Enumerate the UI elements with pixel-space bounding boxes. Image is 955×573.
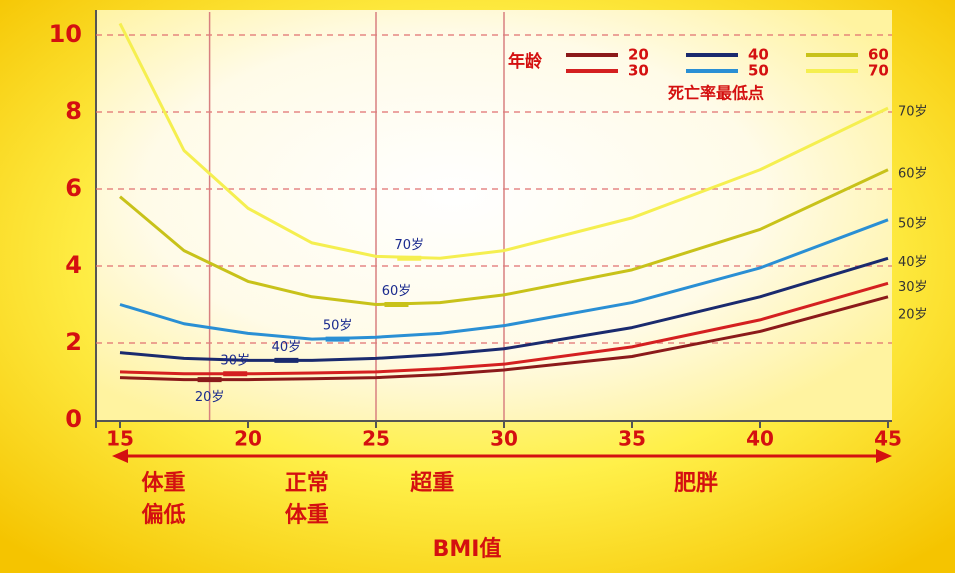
- legend-label: 50: [748, 62, 769, 80]
- arrow-head: [112, 449, 128, 463]
- y-tick-label: 8: [65, 97, 82, 125]
- end-label: 40岁: [898, 255, 928, 270]
- end-label: 60岁: [898, 166, 928, 181]
- arrow-head: [876, 449, 892, 463]
- y-tick-label: 0: [65, 405, 82, 433]
- legend-label: 60: [868, 46, 889, 64]
- zone-label: 超重: [410, 471, 454, 496]
- end-label: 70岁: [898, 105, 928, 120]
- legend-label: 40: [748, 46, 769, 64]
- zone-label: 偏低: [142, 502, 186, 528]
- y-tick-label: 6: [65, 174, 82, 202]
- series-line: [119, 218, 889, 341]
- x-tick-label: 45: [874, 427, 902, 451]
- x-tick-label: 15: [106, 427, 134, 451]
- series-line: [119, 256, 889, 362]
- legend-label: 20: [628, 46, 649, 64]
- minimum-label: 40岁: [272, 340, 302, 355]
- x-tick-label: 25: [362, 427, 390, 451]
- minima-title: 死亡率最低点: [668, 84, 764, 103]
- end-label: 50岁: [898, 216, 928, 231]
- end-label: 30岁: [898, 280, 928, 295]
- zone-label: 正常: [285, 470, 329, 496]
- x-tick-label: 20: [234, 427, 262, 451]
- zone-label: 体重: [142, 471, 186, 496]
- legend-label: 70: [868, 62, 889, 80]
- minimum-label: 70岁: [395, 238, 425, 253]
- x-tick-label: 35: [618, 427, 646, 451]
- zone-label: 肥胖: [674, 470, 718, 496]
- plot-area: [96, 10, 892, 420]
- zone-label: 体重: [285, 503, 329, 528]
- minimum-label: 30岁: [220, 353, 250, 368]
- y-tick-label: 4: [65, 251, 82, 279]
- minimum-label: 50岁: [323, 319, 353, 334]
- y-tick-label: 10: [49, 20, 82, 48]
- minimum-label: 20岁: [195, 390, 225, 405]
- x-axis-label: BMI值: [433, 536, 502, 562]
- x-tick-label: 40: [746, 427, 774, 451]
- minimum-label: 60岁: [382, 284, 412, 299]
- legend-title: 年龄: [508, 51, 543, 72]
- x-tick-label: 30: [490, 427, 518, 451]
- end-label: 20岁: [898, 307, 928, 322]
- y-tick-label: 2: [65, 328, 82, 356]
- series-line: [119, 281, 889, 376]
- legend-label: 30: [628, 62, 649, 80]
